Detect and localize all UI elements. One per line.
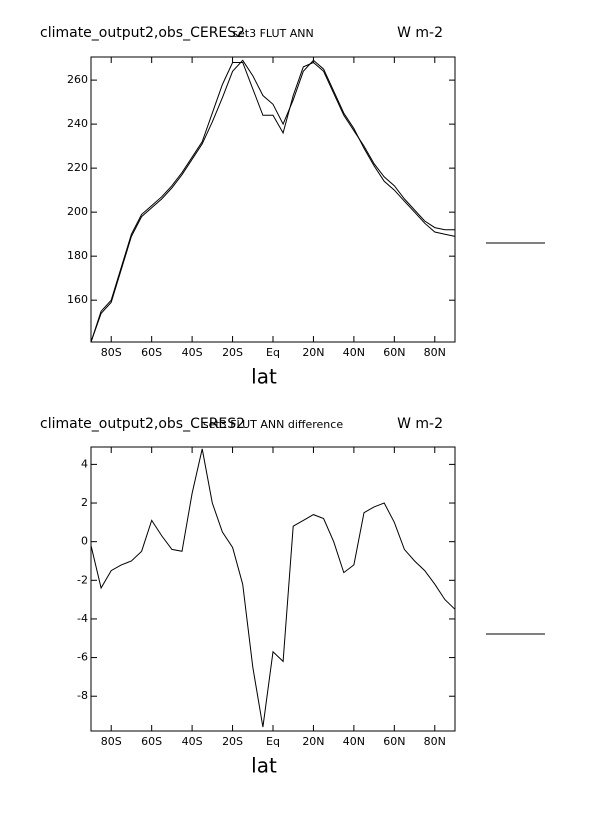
y-tick-label: 240 xyxy=(67,117,88,130)
y-tick-label: -8 xyxy=(77,689,88,702)
x-tick-label: 40S xyxy=(182,735,203,748)
chart-subtitle: set3 FLUT ANN difference xyxy=(203,418,343,431)
y-tick-label: 200 xyxy=(67,205,88,218)
x-tick-label: 60S xyxy=(141,346,162,359)
x-tick-label: 20S xyxy=(222,735,243,748)
x-tick-label: 80S xyxy=(101,735,122,748)
y-tick-label: 260 xyxy=(67,73,88,86)
x-tick-label: 80S xyxy=(101,346,122,359)
x-tick-label: Eq xyxy=(266,346,280,359)
chart-subtitle: set3 FLUT ANN xyxy=(232,27,313,40)
x-tick-label: 20S xyxy=(222,346,243,359)
x-tick-label: 20N xyxy=(302,735,324,748)
y-tick-label: 220 xyxy=(67,161,88,174)
chart-title: climate_output2,obs_CERES2 xyxy=(40,416,245,432)
y-tick-label: 180 xyxy=(67,249,88,262)
x-tick-label: 60S xyxy=(141,735,162,748)
x-tick-label: Eq xyxy=(266,735,280,748)
x-tick-label: 40N xyxy=(343,346,365,359)
units-label: W m-2 xyxy=(397,25,443,41)
x-tick-label: 80N xyxy=(424,346,446,359)
y-tick-label: -4 xyxy=(77,612,88,625)
x-axis-label: lat xyxy=(251,754,277,778)
data-line xyxy=(90,448,456,728)
y-tick-label: 0 xyxy=(81,535,88,548)
y-tick-label: -2 xyxy=(77,573,88,586)
x-tick-label: 60N xyxy=(383,346,405,359)
x-tick-label: 80N xyxy=(424,735,446,748)
x-tick-label: 40N xyxy=(343,735,365,748)
y-tick-label: 160 xyxy=(67,293,88,306)
x-axis-label: lat xyxy=(251,365,277,389)
x-tick-label: 60N xyxy=(383,735,405,748)
y-tick-label: 4 xyxy=(81,457,88,470)
y-tick-label: 2 xyxy=(81,496,88,509)
data-line xyxy=(90,61,455,343)
data-line xyxy=(90,59,456,343)
units-label: W m-2 xyxy=(397,416,443,432)
x-tick-label: 40S xyxy=(182,346,203,359)
x-tick-label: 20N xyxy=(302,346,324,359)
y-tick-label: -6 xyxy=(77,651,88,664)
chart-title: climate_output2,obs_CERES2 xyxy=(40,25,245,41)
